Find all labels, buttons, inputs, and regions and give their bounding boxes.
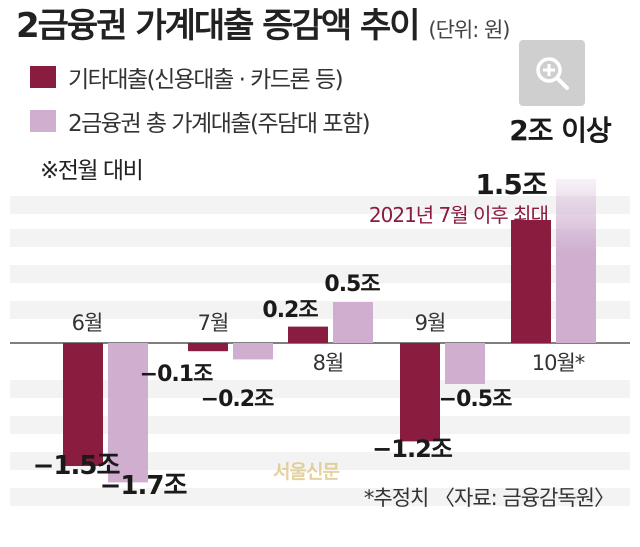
grid-band-5 — [10, 380, 630, 398]
bar-s1-3 — [288, 326, 328, 343]
value-label-s1-1: −1.5조 — [33, 451, 121, 481]
value-label-s2-4: −0.5조 — [439, 387, 512, 412]
bar-s1-2 — [188, 343, 228, 352]
zoom-in-icon — [536, 57, 569, 90]
legend-swatch-total-loans — [30, 110, 56, 132]
legend-swatch-other-loans — [30, 66, 56, 88]
watermark-logo: 서울신문 — [273, 457, 340, 484]
watermark-text: 서울신문 — [273, 461, 340, 483]
value-label-s2-1: −1.7조 — [100, 471, 188, 501]
value-label-s2-3: 0.5조 — [324, 272, 380, 297]
value-label-s1-2: −0.1조 — [140, 362, 213, 387]
bar-s2-1 — [108, 343, 148, 483]
chart-title: 2금융권 가계대출 증감액 추이 (단위: 원) — [16, 4, 510, 52]
bar-s2-5 — [556, 179, 596, 343]
month-label-3: 8월 — [313, 351, 344, 375]
month-label-2: 7월 — [198, 311, 229, 335]
grid-band-2 — [10, 229, 630, 247]
zoom-button[interactable] — [519, 40, 585, 106]
bars — [63, 179, 596, 483]
grid-bands — [10, 196, 630, 506]
annotation-label: 2021년 7월 이후 최대 — [369, 203, 548, 227]
month-label-5: 10월* — [532, 351, 585, 375]
legend-item-other-loans: 기타대출(신용대출 · 카드론 등) — [30, 63, 344, 93]
grid-band-8 — [10, 488, 630, 506]
bar-s1-5 — [511, 220, 551, 343]
bar-s1-1 — [63, 343, 103, 466]
grid-band-6 — [10, 416, 630, 434]
value-label-s1-5: 1.5조 — [475, 168, 547, 201]
grid-band-3 — [10, 265, 630, 283]
value-label-s2-5: 2조 이상 — [509, 114, 612, 147]
grid-band-1 — [10, 196, 630, 214]
legend-label-other-loans: 기타대출(신용대출 · 카드론 등) — [68, 67, 344, 93]
grid-band-7 — [10, 452, 630, 470]
bar-s1-4 — [400, 343, 440, 442]
source-note: *추정치 〈자료: 금융감독원〉 — [363, 486, 615, 510]
value-label-s2-2: −0.2조 — [201, 387, 274, 412]
month-label-1: 6월 — [72, 311, 103, 335]
legend-label-total-loans: 2금융권 총 가계대출(주담대 포함) — [68, 111, 371, 137]
value-labels: −1.5조 −0.1조 0.2조 −1.2조 1.5조 −1.7조 −0.2조 0.5조 −0.… — [33, 114, 613, 501]
grid-band-4 — [10, 301, 630, 319]
month-label-4: 9월 — [415, 311, 446, 335]
bar-s2-4 — [445, 343, 485, 384]
month-labels: 6월 7월 8월 9월 10월* — [72, 311, 586, 375]
bar-s2-2 — [233, 343, 273, 360]
value-label-s1-3: 0.2조 — [262, 298, 318, 323]
value-label-s1-4: −1.2조 — [372, 435, 453, 463]
comparison-note: ※전월 대비 — [40, 158, 144, 184]
chart-title-text: 2금융권 가계대출 증감액 추이 — [16, 6, 421, 46]
bar-s2-3 — [333, 302, 373, 343]
legend-item-total-loans: 2금융권 총 가계대출(주담대 포함) — [30, 107, 371, 137]
unit-note: (단위: 원) — [428, 18, 510, 42]
